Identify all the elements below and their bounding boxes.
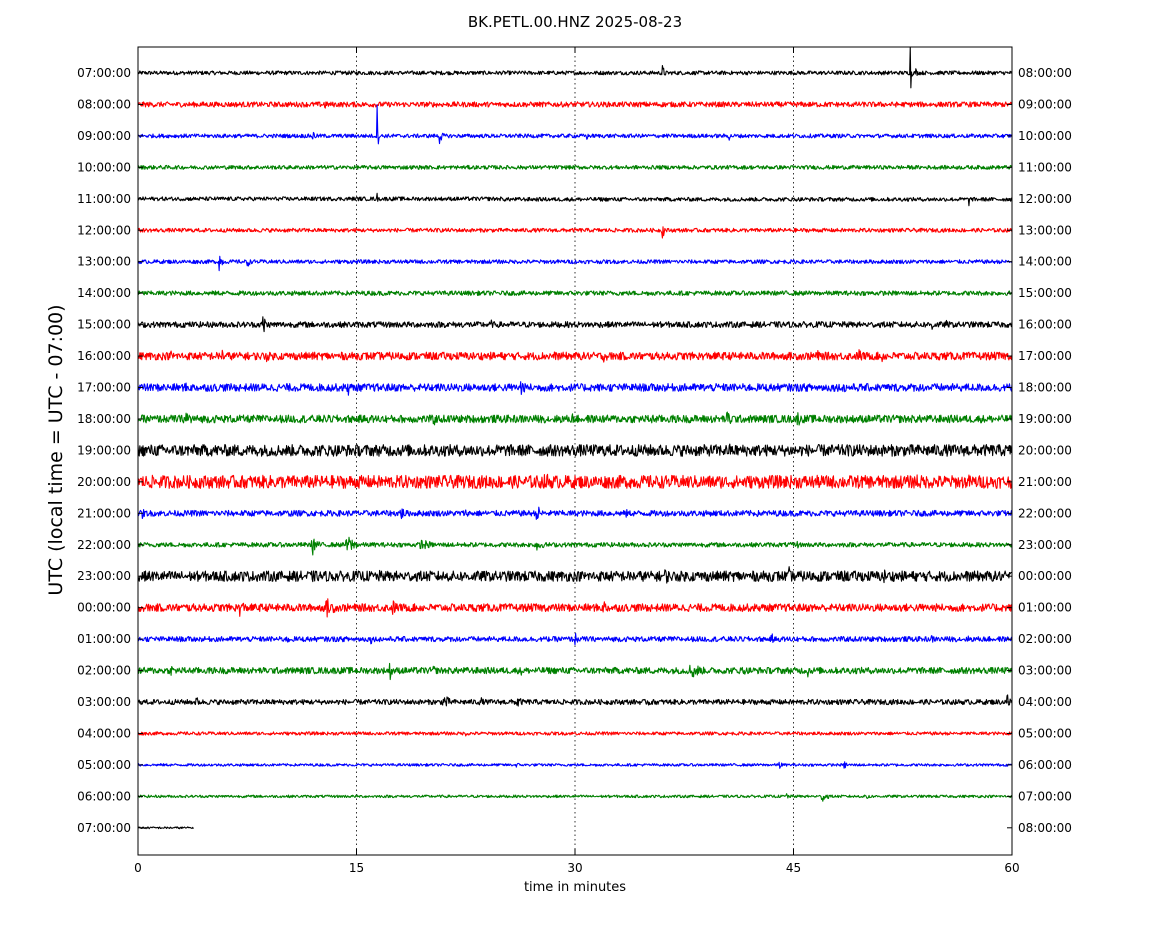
trace-row-15 [137, 506, 1013, 520]
trace-row-12 [137, 411, 1013, 426]
row-label-left: 08:00:00 [77, 97, 131, 111]
trace-row-17 [137, 566, 1013, 584]
row-label-right: 02:00:00 [1018, 632, 1072, 646]
trace-row-7 [137, 255, 1013, 272]
row-label-left: 22:00:00 [77, 538, 131, 552]
trace-row-22 [137, 731, 1013, 737]
trace-row-14 [137, 473, 1013, 489]
row-label-left: 09:00:00 [77, 129, 131, 143]
chart-title: BK.PETL.00.HNZ 2025-08-23 [468, 13, 682, 31]
row-label-right: 22:00:00 [1018, 506, 1072, 520]
trace-row-18 [137, 598, 1013, 618]
row-label-right: 01:00:00 [1018, 601, 1072, 615]
row-label-right: 06:00:00 [1018, 758, 1072, 772]
x-tick-label: 30 [567, 861, 582, 875]
trace-row-11 [137, 381, 1013, 396]
row-label-left: 13:00:00 [77, 255, 131, 269]
trace-row-25 [137, 826, 194, 830]
row-label-right: 19:00:00 [1018, 412, 1072, 426]
row-label-left: 07:00:00 [77, 66, 131, 80]
row-label-right: 11:00:00 [1018, 160, 1072, 174]
row-label-left: 04:00:00 [77, 726, 131, 740]
row-label-right: 13:00:00 [1018, 223, 1072, 237]
row-label-right: 07:00:00 [1018, 789, 1072, 803]
row-label-left: 15:00:00 [77, 318, 131, 332]
row-label-right: 04:00:00 [1018, 695, 1072, 709]
trace-row-23 [137, 761, 1013, 769]
row-label-left: 21:00:00 [77, 506, 131, 520]
row-label-left: 02:00:00 [77, 664, 131, 678]
axis-ticks: 0 15 30 45 60 07:00:00 08:00:00 08:00:00 09:00:0… [77, 47, 1072, 875]
trace-row-6 [137, 226, 1013, 239]
plot-frame [137, 46, 1013, 856]
row-label-right: 08:00:00 [1018, 821, 1072, 835]
row-label-left: 17:00:00 [77, 381, 131, 395]
row-label-left: 05:00:00 [77, 758, 131, 772]
row-label-left: 06:00:00 [77, 789, 131, 803]
trace-row-8 [137, 290, 1013, 296]
row-label-right: 21:00:00 [1018, 475, 1072, 489]
row-label-left: 03:00:00 [77, 695, 131, 709]
row-label-left: 16:00:00 [77, 349, 131, 363]
row-label-left: 00:00:00 [77, 601, 131, 615]
row-label-right: 14:00:00 [1018, 255, 1072, 269]
row-label-left: 10:00:00 [77, 160, 131, 174]
row-label-left: 20:00:00 [77, 475, 131, 489]
row-label-right: 20:00:00 [1018, 443, 1072, 457]
row-label-right: 12:00:00 [1018, 192, 1072, 206]
trace-row-20 [137, 662, 1013, 681]
row-label-right: 08:00:00 [1018, 66, 1072, 80]
x-axis-label: time in minutes [524, 880, 626, 895]
row-label-right: 18:00:00 [1018, 381, 1072, 395]
row-label-left: 18:00:00 [77, 412, 131, 426]
row-label-left: 19:00:00 [77, 443, 131, 457]
row-label-right: 03:00:00 [1018, 664, 1072, 678]
row-label-right: 09:00:00 [1018, 97, 1072, 111]
row-label-left: 01:00:00 [77, 632, 131, 646]
row-label-right: 17:00:00 [1018, 349, 1072, 363]
trace-row-19 [137, 632, 1013, 646]
row-label-right: 00:00:00 [1018, 569, 1072, 583]
trace-row-4 [137, 164, 1013, 170]
row-label-right: 15:00:00 [1018, 286, 1072, 300]
y-axis-label: UTC (local time = UTC - 07:00) [45, 304, 67, 595]
trace-row-2 [137, 101, 1013, 109]
row-label-right: 23:00:00 [1018, 538, 1072, 552]
row-label-left: 07:00:00 [77, 821, 131, 835]
row-label-left: 11:00:00 [77, 192, 131, 206]
row-label-right: 05:00:00 [1018, 726, 1072, 740]
row-label-left: 14:00:00 [77, 286, 131, 300]
trace-row-13 [137, 443, 1013, 457]
trace-row-16 [137, 536, 1013, 556]
row-label-left: 23:00:00 [77, 569, 131, 583]
row-label-left: 12:00:00 [77, 223, 131, 237]
trace-row-9 [137, 316, 1013, 333]
x-tick-label: 0 [134, 861, 142, 875]
x-tick-label: 60 [1004, 861, 1019, 875]
trace-row-5 [137, 192, 1013, 207]
x-tick-label: 45 [786, 861, 801, 875]
trace-row-24 [137, 793, 1013, 802]
row-label-right: 16:00:00 [1018, 318, 1072, 332]
trace-row-1 [137, 46, 1013, 89]
row-label-right: 10:00:00 [1018, 129, 1072, 143]
trace-row-21 [137, 694, 1013, 707]
traces [137, 46, 1013, 830]
x-tick-label: 15 [349, 861, 364, 875]
trace-row-3 [137, 104, 1013, 145]
trace-row-10 [137, 349, 1013, 363]
